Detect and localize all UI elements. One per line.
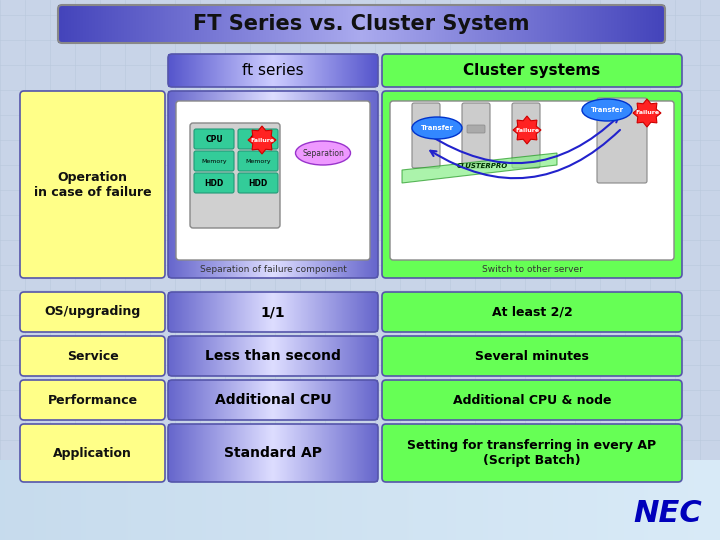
- FancyBboxPatch shape: [194, 129, 234, 149]
- Polygon shape: [248, 126, 276, 154]
- Text: Application: Application: [53, 447, 132, 460]
- FancyBboxPatch shape: [176, 101, 370, 260]
- FancyBboxPatch shape: [382, 380, 682, 420]
- Ellipse shape: [582, 99, 632, 121]
- Text: Separation: Separation: [302, 148, 344, 158]
- Text: Less than second: Less than second: [205, 349, 341, 363]
- Text: Operation
in case of failure: Operation in case of failure: [34, 171, 151, 199]
- Ellipse shape: [412, 117, 462, 139]
- Text: Standard AP: Standard AP: [224, 446, 322, 460]
- Polygon shape: [633, 99, 661, 127]
- Text: HDD: HDD: [204, 179, 224, 187]
- FancyBboxPatch shape: [238, 151, 278, 171]
- Polygon shape: [513, 116, 541, 144]
- FancyBboxPatch shape: [467, 125, 485, 133]
- FancyBboxPatch shape: [238, 129, 278, 149]
- Text: FT Series vs. Cluster System: FT Series vs. Cluster System: [193, 14, 530, 34]
- Text: OS/upgrading: OS/upgrading: [45, 306, 140, 319]
- Text: CPU: CPU: [205, 134, 222, 144]
- Ellipse shape: [295, 141, 351, 165]
- Text: Memory: Memory: [201, 159, 227, 164]
- FancyBboxPatch shape: [20, 380, 165, 420]
- FancyBboxPatch shape: [417, 125, 435, 133]
- FancyBboxPatch shape: [512, 103, 540, 168]
- FancyBboxPatch shape: [20, 424, 165, 482]
- FancyBboxPatch shape: [238, 173, 278, 193]
- Text: Transfer: Transfer: [590, 107, 624, 113]
- FancyBboxPatch shape: [390, 101, 674, 260]
- Text: Several minutes: Several minutes: [475, 349, 589, 362]
- FancyBboxPatch shape: [462, 103, 490, 168]
- Text: Failure: Failure: [635, 111, 659, 116]
- FancyBboxPatch shape: [517, 125, 535, 133]
- FancyBboxPatch shape: [190, 123, 280, 228]
- FancyBboxPatch shape: [412, 103, 440, 168]
- Text: Performance: Performance: [48, 394, 138, 407]
- FancyBboxPatch shape: [382, 292, 682, 332]
- Text: Failure: Failure: [515, 127, 539, 132]
- Text: 1/1: 1/1: [261, 305, 285, 319]
- Polygon shape: [402, 153, 557, 183]
- FancyBboxPatch shape: [382, 424, 682, 482]
- FancyBboxPatch shape: [194, 173, 234, 193]
- FancyBboxPatch shape: [382, 336, 682, 376]
- Text: At least 2/2: At least 2/2: [492, 306, 572, 319]
- Text: Service: Service: [67, 349, 118, 362]
- FancyBboxPatch shape: [194, 151, 234, 171]
- Text: HDD: HDD: [248, 179, 268, 187]
- Text: CLUSTERPRO: CLUSTERPRO: [456, 163, 508, 169]
- Text: Cluster systems: Cluster systems: [464, 63, 600, 78]
- Text: Additional CPU & node: Additional CPU & node: [453, 394, 611, 407]
- Text: ft series: ft series: [242, 63, 304, 78]
- Text: Failure: Failure: [250, 138, 274, 143]
- FancyBboxPatch shape: [20, 336, 165, 376]
- FancyBboxPatch shape: [597, 98, 647, 183]
- FancyBboxPatch shape: [382, 91, 682, 278]
- Text: Transfer: Transfer: [420, 125, 454, 131]
- Text: Setting for transferring in every AP
(Script Batch): Setting for transferring in every AP (Sc…: [408, 439, 657, 467]
- Text: CPU: CPU: [249, 134, 267, 144]
- FancyBboxPatch shape: [20, 292, 165, 332]
- Text: Additional CPU: Additional CPU: [215, 393, 331, 407]
- FancyBboxPatch shape: [20, 91, 165, 278]
- Text: Memory: Memory: [246, 159, 271, 164]
- Text: Switch to other server: Switch to other server: [482, 265, 582, 273]
- FancyBboxPatch shape: [382, 54, 682, 87]
- Text: NEC: NEC: [634, 499, 702, 528]
- Text: Separation of failure component: Separation of failure component: [199, 265, 346, 273]
